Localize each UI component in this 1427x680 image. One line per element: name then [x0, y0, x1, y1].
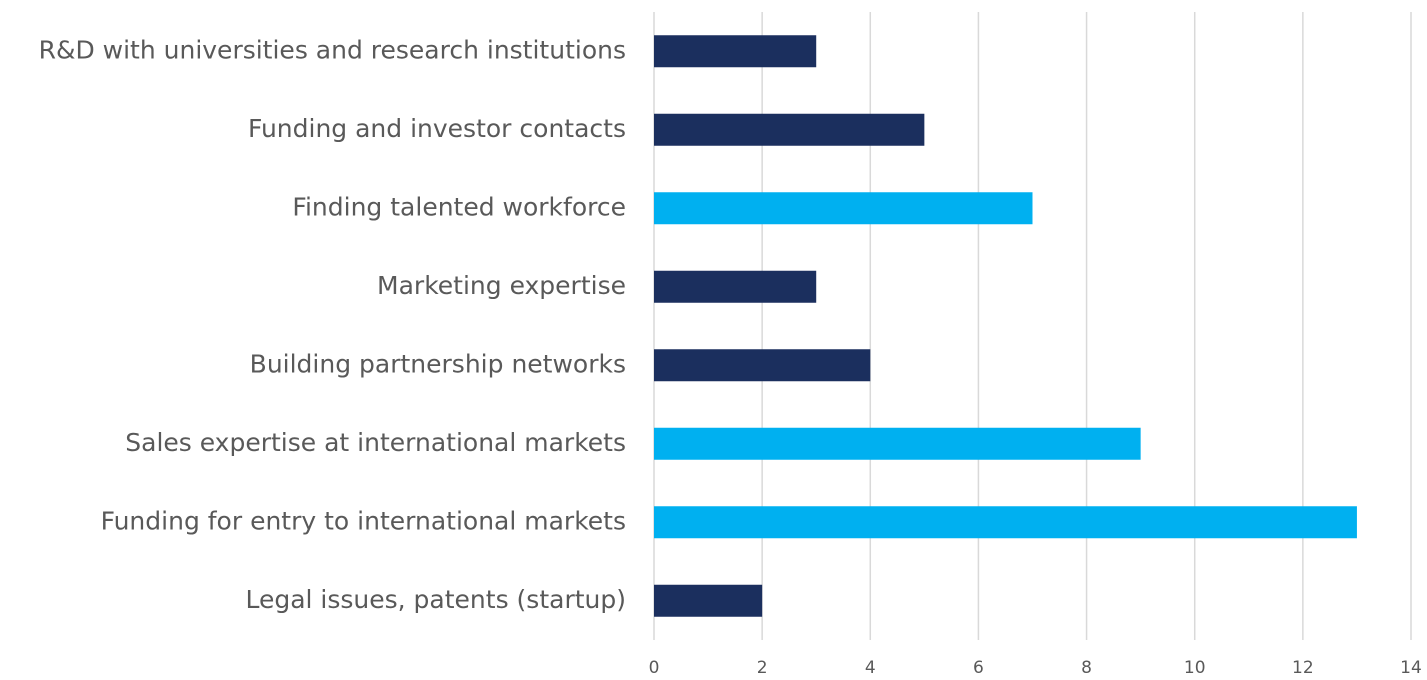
x-tick-label: 14	[1400, 658, 1422, 678]
category-label: Building partnership networks	[250, 349, 626, 378]
x-tick-label: 8	[1081, 658, 1092, 678]
bar	[654, 584, 763, 617]
category-label: Funding for entry to international marke…	[101, 506, 626, 535]
x-tick-label: 4	[865, 658, 876, 678]
x-tick-label: 12	[1292, 658, 1314, 678]
x-tick-label: 10	[1184, 658, 1206, 678]
bar	[654, 192, 1033, 225]
category-label: Marketing expertise	[377, 271, 626, 300]
x-tick-label: 2	[757, 658, 768, 678]
category-label: Funding and investor contacts	[248, 114, 626, 143]
category-label: Finding talented workforce	[292, 192, 626, 221]
bar	[654, 113, 925, 146]
bar	[654, 35, 817, 68]
bar	[654, 506, 1357, 539]
category-label: Sales expertise at international markets	[125, 428, 626, 457]
category-label: R&D with universities and research insti…	[39, 35, 626, 64]
x-tick-label: 6	[973, 658, 984, 678]
bar	[654, 270, 817, 303]
bar	[654, 349, 871, 382]
category-label: Legal issues, patents (startup)	[245, 585, 626, 614]
x-tick-label: 0	[649, 658, 660, 678]
bar	[654, 427, 1141, 460]
